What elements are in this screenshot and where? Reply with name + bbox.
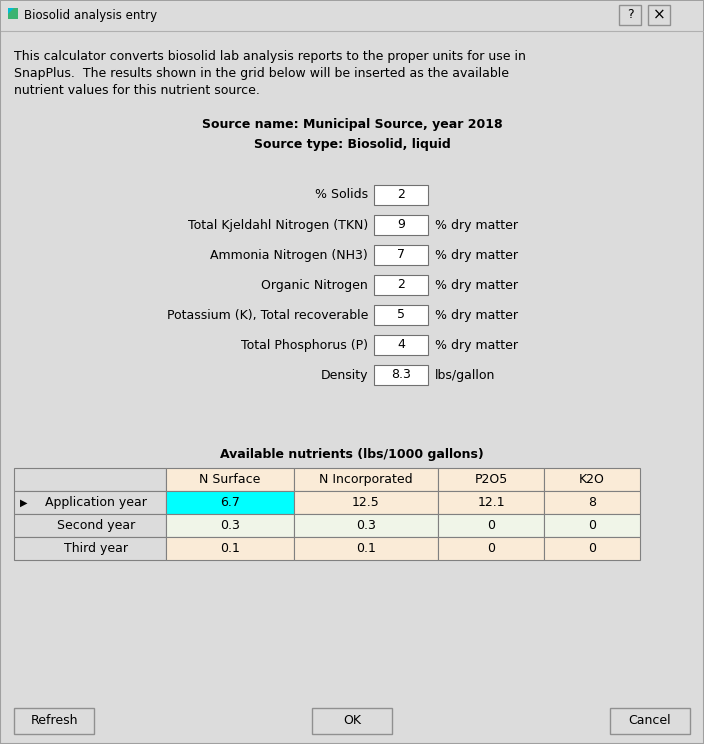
Bar [294,537,438,560]
Text: 0: 0 [487,519,495,532]
Text: 7: 7 [397,248,405,261]
Bar [374,335,428,355]
Text: Third year: Third year [64,542,128,555]
Bar [438,537,544,560]
Bar [544,491,640,514]
Text: Organic Nitrogen: Organic Nitrogen [261,278,368,292]
Text: 0.3: 0.3 [220,519,240,532]
Bar [294,468,438,491]
Text: Application year: Application year [45,496,147,509]
Text: % dry matter: % dry matter [435,339,518,351]
Text: 5: 5 [397,309,405,321]
Text: K2O: K2O [579,473,605,486]
Bar [294,514,438,537]
Text: P2O5: P2O5 [474,473,508,486]
Text: 8: 8 [588,496,596,509]
Text: Source name: Municipal Source, year 2018: Source name: Municipal Source, year 2018 [201,118,503,131]
Bar [14,468,166,491]
Bar [14,708,94,734]
Text: lbs/gallon: lbs/gallon [435,368,496,382]
Text: Refresh: Refresh [30,714,77,728]
Bar [544,537,640,560]
Bar [374,305,428,325]
Text: Available nutrients (lbs/1000 gallons): Available nutrients (lbs/1000 gallons) [220,448,484,461]
Bar [438,468,544,491]
Text: 4: 4 [397,339,405,351]
Text: 8.3: 8.3 [391,368,411,382]
Bar [438,514,544,537]
Text: Second year: Second year [57,519,135,532]
Bar [166,491,294,514]
Bar [313,709,393,735]
Text: Biosolid analysis entry: Biosolid analysis entry [24,10,157,22]
Bar [166,514,294,537]
Bar [374,245,428,265]
Text: 0: 0 [588,542,596,555]
Bar [619,5,641,25]
Text: ×: × [653,7,665,22]
Text: This calculator converts biosolid lab analysis reports to the proper units for u: This calculator converts biosolid lab an… [14,50,526,63]
Text: Ammonia Nitrogen (NH3): Ammonia Nitrogen (NH3) [210,248,368,261]
Text: 0.3: 0.3 [356,519,376,532]
Text: SnapPlus.  The results shown in the grid below will be inserted as the available: SnapPlus. The results shown in the grid … [14,67,509,80]
Text: N Surface: N Surface [199,473,260,486]
Text: ▶: ▶ [20,498,27,507]
Text: 0.1: 0.1 [220,542,240,555]
Bar [14,537,166,560]
Bar [14,491,166,514]
Bar [610,708,690,734]
Text: Potassium (K), Total recoverable: Potassium (K), Total recoverable [167,309,368,321]
Bar [374,185,428,205]
Text: Total Phosphorus (P): Total Phosphorus (P) [241,339,368,351]
Bar [544,468,640,491]
Bar [15,709,95,735]
Text: 12.5: 12.5 [352,496,380,509]
Polygon shape [8,8,18,19]
Bar [438,491,544,514]
Text: % dry matter: % dry matter [435,309,518,321]
Bar [1,1,703,31]
Text: % dry matter: % dry matter [435,248,518,261]
Polygon shape [8,8,14,14]
Text: ?: ? [627,8,634,22]
Text: Cancel: Cancel [629,714,672,728]
Text: N Incorporated: N Incorporated [319,473,413,486]
Bar [166,468,294,491]
Text: Total Kjeldahl Nitrogen (TKN): Total Kjeldahl Nitrogen (TKN) [188,219,368,231]
Text: 12.1: 12.1 [477,496,505,509]
Text: OK: OK [343,714,361,728]
Text: 2: 2 [397,188,405,202]
Bar [294,491,438,514]
Text: % dry matter: % dry matter [435,278,518,292]
Text: 9: 9 [397,219,405,231]
Text: Source type: Biosolid, liquid: Source type: Biosolid, liquid [253,138,451,151]
Bar [14,514,166,537]
Text: Density: Density [320,368,368,382]
Text: 0: 0 [487,542,495,555]
Text: 0: 0 [588,519,596,532]
Text: 2: 2 [397,278,405,292]
Text: % dry matter: % dry matter [435,219,518,231]
Bar [648,5,670,25]
Bar [544,514,640,537]
Text: % Solids: % Solids [315,188,368,202]
Bar [374,365,428,385]
Text: nutrient values for this nutrient source.: nutrient values for this nutrient source… [14,84,260,97]
Text: 6.7: 6.7 [220,496,240,509]
Bar [374,215,428,235]
Bar [611,709,691,735]
Bar [374,275,428,295]
Text: 0.1: 0.1 [356,542,376,555]
Bar [166,537,294,560]
Bar [312,708,392,734]
